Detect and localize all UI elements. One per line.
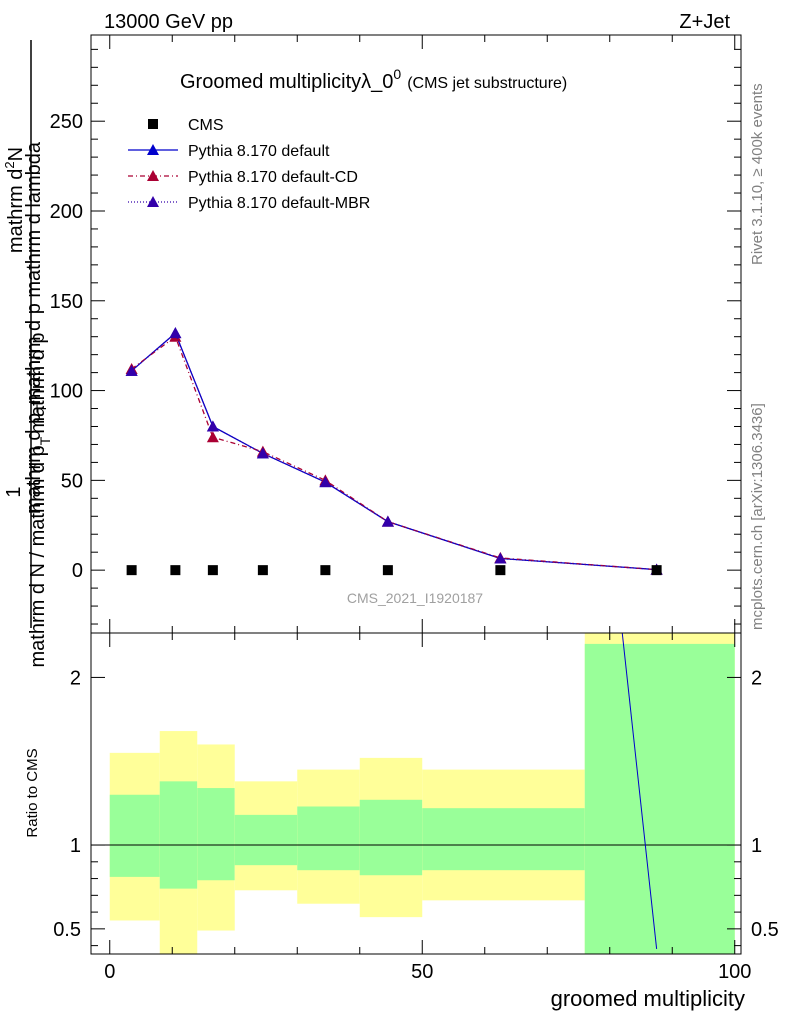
- legend-label: Pythia 8.170 default: [188, 143, 330, 160]
- series-marker: [494, 552, 507, 564]
- series-marker: [125, 364, 138, 376]
- ratio-band-green: [297, 806, 360, 871]
- y-label-one: 1: [3, 486, 25, 497]
- ratio-x-tick-label: 100: [718, 961, 751, 983]
- ratio-y-ticks: 0.5 0.5 1 1 2 2: [53, 667, 779, 947]
- plot-title-sub: (CMS jet substructure): [407, 75, 567, 92]
- ratio-y-tick-label-right: 0.5: [751, 919, 779, 941]
- series-line: [131, 332, 657, 571]
- x-axis-label: groomed multiplicity: [551, 986, 745, 1011]
- main-y-ticks: 0 50 100 150 200 250: [50, 48, 741, 625]
- main-y-tick-label: 250: [50, 111, 83, 133]
- series-marker: [206, 431, 219, 443]
- ratio-band-green: [109, 794, 160, 877]
- ratio-band-green: [234, 814, 298, 866]
- cms-point: [320, 565, 331, 576]
- series-marker: [256, 447, 269, 459]
- plot-title: Groomed multiplicityλ_00 (CMS jet substru…: [180, 66, 567, 93]
- header-left: 13000 GeV pp: [104, 11, 233, 33]
- ratio-band-green: [359, 799, 423, 876]
- legend-label: Pythia 8.170 default-CD: [188, 169, 358, 186]
- series-marker: [206, 420, 219, 432]
- y-label-top-numerator: mathrm d2N: [2, 147, 27, 253]
- ratio-x-ticks: 0 50 100: [104, 633, 751, 983]
- main-y-tick-label: 50: [61, 470, 83, 492]
- series-marker: [319, 476, 332, 488]
- ratio-x-tick-label: 50: [411, 961, 433, 983]
- cms-point: [257, 565, 268, 576]
- mcplots-label: mcplots.cern.ch [arXiv:1306.3436]: [749, 403, 766, 630]
- y-axis-label: mathrm d pTmathrm d p mathrm d lambda ma…: [2, 40, 53, 668]
- ratio-y-tick-label-right: 2: [751, 667, 762, 689]
- series-line: [131, 332, 657, 571]
- ratio-bands: [109, 633, 735, 954]
- legend: CMS Pythia 8.170 default Pythia 8.170 defa…: [128, 117, 370, 212]
- cms-point: [126, 565, 137, 576]
- plot-title-main: Groomed multiplicityλ_0: [180, 71, 393, 93]
- analysis-watermark: CMS_2021_I1920187: [347, 590, 483, 606]
- ratio-frame: [90, 632, 742, 955]
- y-label-top-line: mathrm d pTmathrm d p mathrm d lambda: [23, 141, 49, 514]
- ratio-band-green: [422, 808, 585, 871]
- ratio-y-tick-label: 1: [70, 835, 81, 857]
- ratio-mc-line: [621, 632, 658, 950]
- legend-marker: [147, 196, 159, 207]
- header-right: Z+Jet: [679, 11, 730, 33]
- ratio-y-tick-label: 0.5: [53, 919, 81, 941]
- main-y-tick-label: 150: [50, 291, 83, 313]
- main-y-tick-label: 0: [72, 560, 83, 582]
- series-marker: [381, 515, 394, 527]
- legend-label: Pythia 8.170 default-MBR: [188, 195, 370, 212]
- cms-point: [495, 565, 506, 576]
- series-marker: [169, 327, 182, 339]
- main-x-ticks: [109, 35, 736, 633]
- legend-marker: [147, 170, 159, 181]
- main-series: [125, 327, 663, 575]
- legend-marker: [147, 144, 159, 155]
- plot-title-sup: 0: [393, 66, 401, 82]
- y-label-bottom: mathrm d N / mathrm d pTmathrm d p: [27, 333, 53, 668]
- ratio-band-green: [159, 781, 198, 889]
- cms-point: [382, 565, 393, 576]
- series-line: [131, 335, 657, 571]
- main-y-tick-label: 200: [50, 201, 83, 223]
- ratio-x-tick-label: 0: [104, 961, 115, 983]
- cms-points: [126, 565, 662, 576]
- rivet-label: Rivet 3.1.10, ≥ 400k events: [749, 83, 766, 265]
- legend-label: CMS: [188, 117, 224, 134]
- cms-point: [651, 565, 662, 576]
- ratio-y-tick-label-right: 1: [751, 835, 762, 857]
- legend-marker-cms: [148, 119, 158, 129]
- ratio-y-label: Ratio to CMS: [24, 748, 41, 837]
- main-y-tick-label: 100: [50, 381, 83, 403]
- cms-point: [207, 565, 218, 576]
- ratio-band-green: [197, 788, 235, 881]
- ratio-band-green: [584, 643, 735, 954]
- cms-point: [170, 565, 181, 576]
- ratio-y-tick-label: 2: [70, 667, 81, 689]
